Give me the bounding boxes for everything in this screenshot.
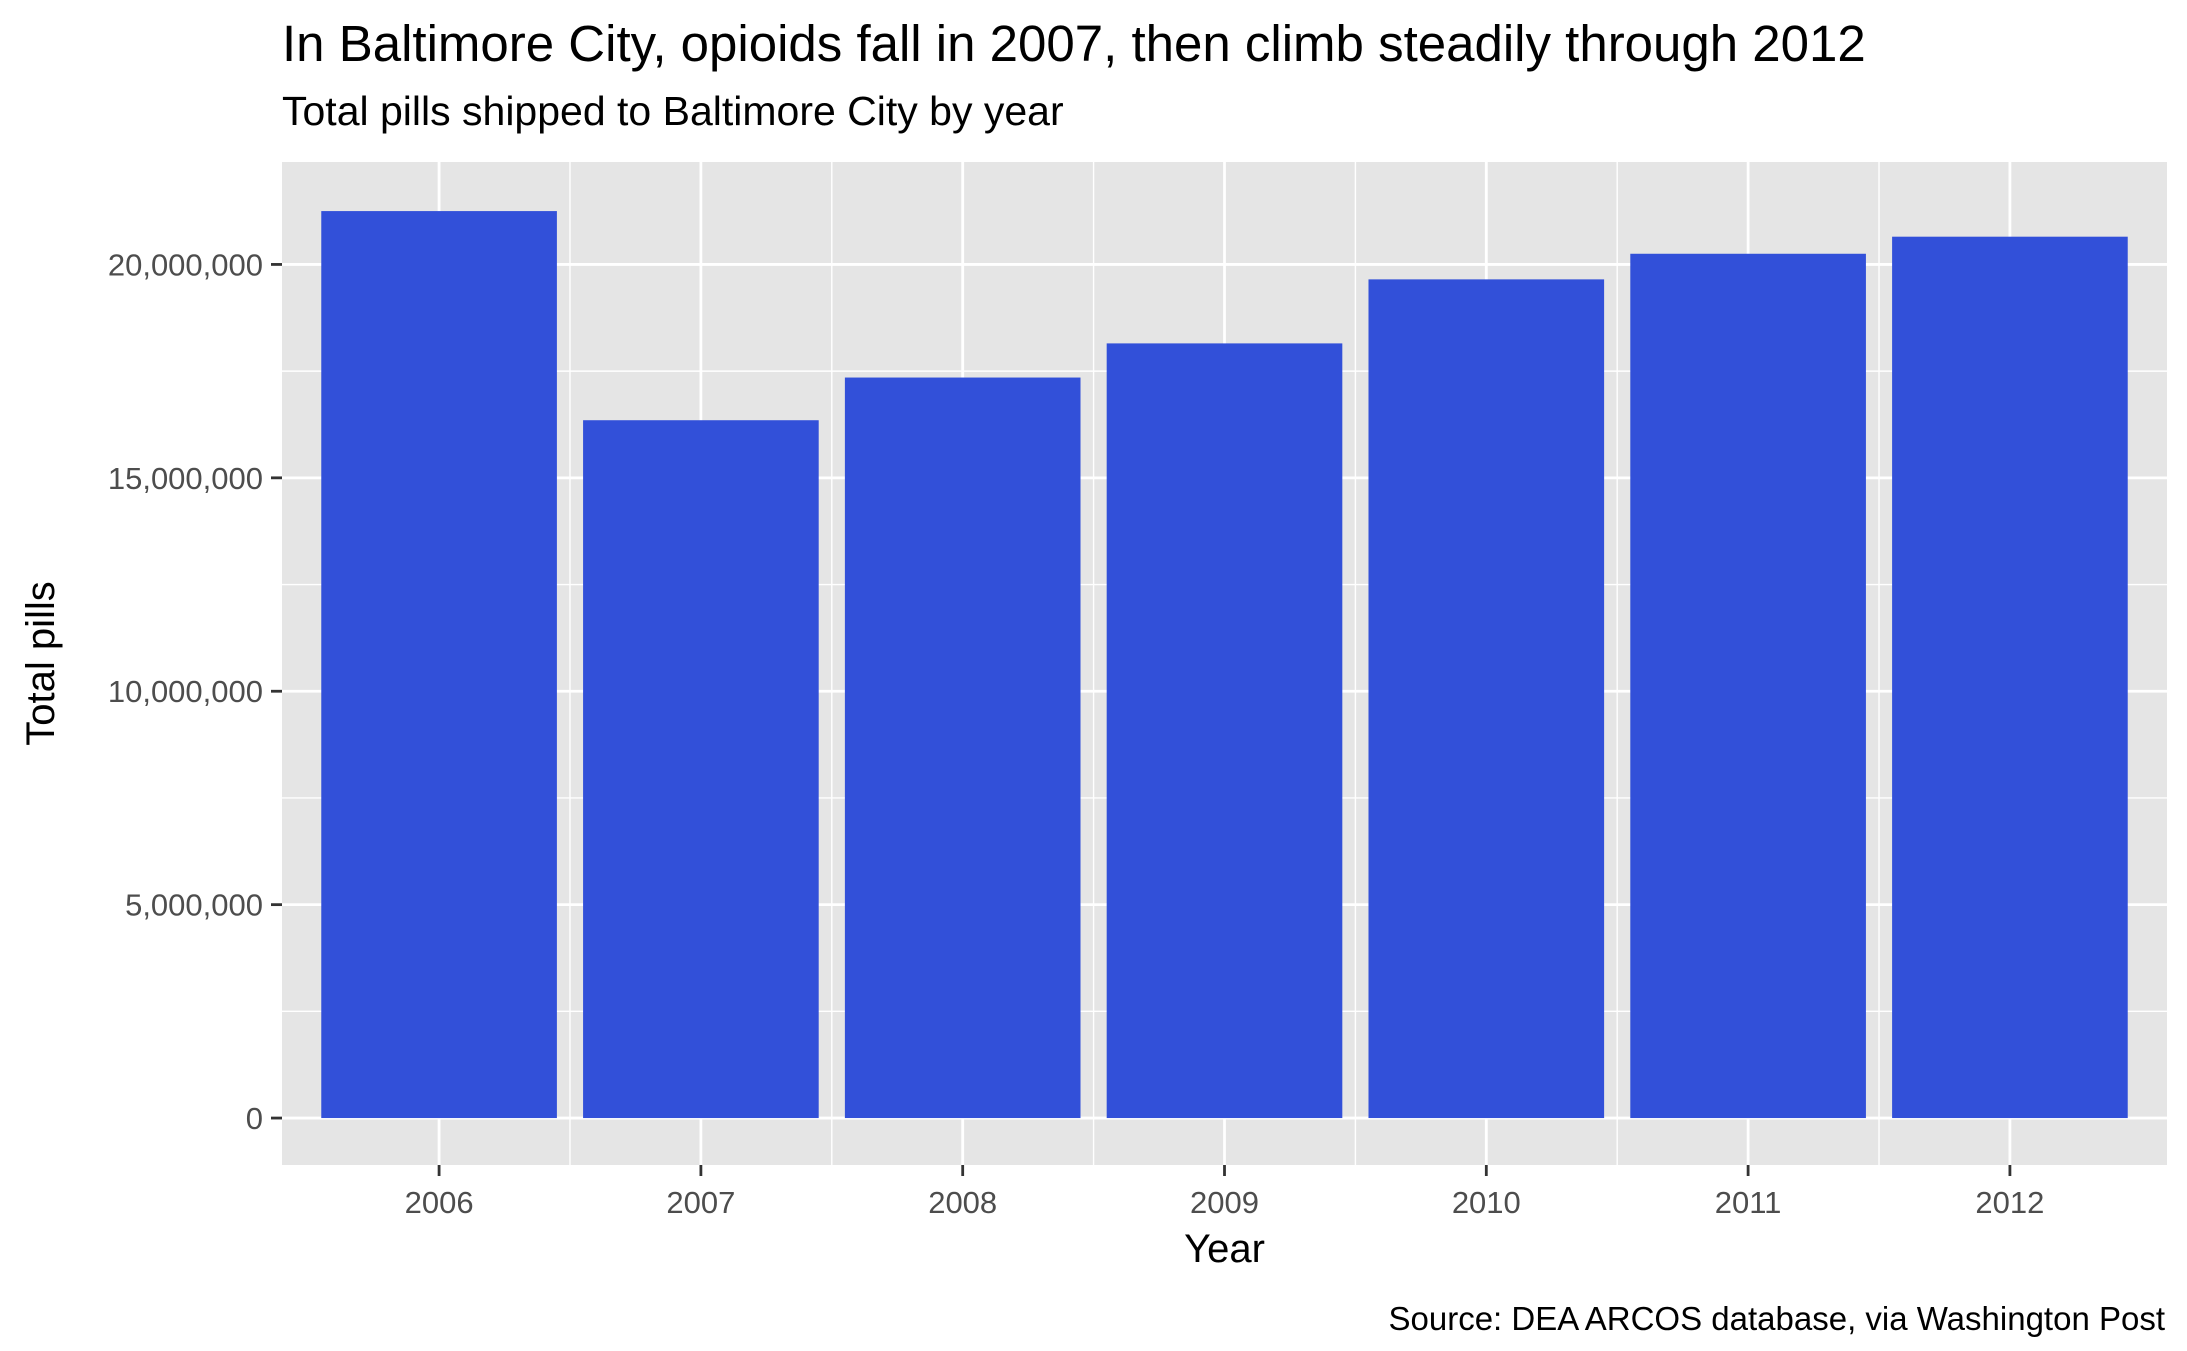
x-tick-label: 2009 xyxy=(1190,1185,1259,1220)
bar-2009 xyxy=(1106,343,1343,1119)
x-tick-label: 2007 xyxy=(666,1185,735,1220)
source-caption: Source: DEA ARCOS database, via Washingt… xyxy=(1388,1300,2165,1337)
bar-2010 xyxy=(1368,279,1605,1119)
y-tick-label: 0 xyxy=(246,1101,263,1136)
x-tick-label: 2012 xyxy=(1975,1185,2044,1220)
chart-subtitle: Total pills shipped to Baltimore City by… xyxy=(282,88,1064,134)
x-tick-label: 2006 xyxy=(405,1185,474,1220)
y-axis-title: Total pills xyxy=(19,581,63,746)
bar-2012 xyxy=(1892,236,2128,1119)
bar-2011 xyxy=(1630,253,1866,1119)
x-tick-label: 2011 xyxy=(1715,1185,1782,1220)
y-tick-label: 20,000,000 xyxy=(108,247,263,282)
y-tick-label: 5,000,000 xyxy=(125,888,263,923)
x-tick-label: 2010 xyxy=(1452,1185,1521,1220)
x-axis-title: Year xyxy=(1184,1227,1265,1271)
y-tick-label: 15,000,000 xyxy=(108,461,263,496)
x-tick-label: 2008 xyxy=(928,1185,997,1220)
bar-2008 xyxy=(844,377,1081,1119)
bar-2006 xyxy=(321,211,557,1119)
y-tick-label: 10,000,000 xyxy=(108,674,263,709)
bar-2007 xyxy=(583,420,819,1119)
chart-title: In Baltimore City, opioids fall in 2007,… xyxy=(282,15,1866,72)
